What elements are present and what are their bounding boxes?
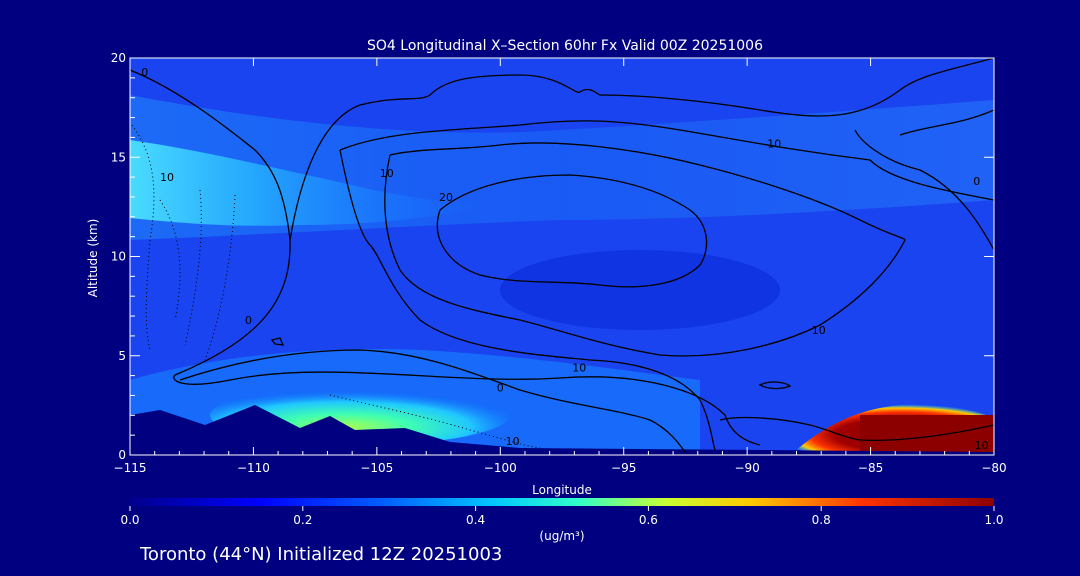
dotted-contour-4	[204, 194, 236, 361]
contour-20	[384, 142, 906, 357]
x-tick-label: −80	[981, 461, 1006, 475]
footer-text: Toronto (44°N) Initialized 12Z 20251003	[139, 544, 502, 565]
contour-10-east	[719, 416, 994, 441]
cyan-aerosol-layer	[130, 140, 480, 226]
x-tick-label: −90	[734, 461, 759, 475]
x-tick-label: −115	[114, 461, 147, 475]
x-tick-label: −100	[484, 461, 517, 475]
colorbar-tick-label: 1.0	[984, 513, 1003, 527]
x-tick-label: −110	[237, 461, 270, 475]
contour-0-top	[289, 58, 994, 241]
terrain	[130, 405, 994, 455]
surface-hotspot-core	[860, 415, 994, 455]
contour-10-outer	[339, 120, 994, 451]
dotted-contours	[131, 124, 541, 449]
dotted-contour-2	[159, 199, 181, 321]
dotted-contour-5	[329, 394, 541, 449]
contour-label: 10	[975, 439, 989, 452]
plot-area: 0 10 10 20 10 0 0 0 10 10 10 10	[130, 58, 994, 455]
y-tick-label: 0	[118, 448, 126, 462]
contour-label: 0	[497, 381, 504, 394]
contour-label: 0	[245, 314, 252, 327]
contour-small-loop	[270, 337, 792, 390]
y-axis: 0 5 10 15 20	[111, 51, 994, 462]
contour-label: 10	[812, 324, 826, 337]
x-tick-label: −85	[858, 461, 883, 475]
y-axis-label: Altitude (km)	[86, 219, 100, 298]
colorbar-tick-label: 0.4	[466, 513, 485, 527]
dark-core	[500, 250, 780, 330]
contour-label: 10	[380, 167, 394, 180]
x-tick-label: −95	[611, 461, 636, 475]
x-axis: −115 −110 −105 −100 −95 −90 −85 −80	[114, 58, 1007, 475]
contour-30	[436, 174, 708, 288]
colorbar-tick-label: 0.6	[639, 513, 658, 527]
contour-0-east	[854, 109, 994, 251]
colorbar-tick-label: 0.0	[120, 513, 139, 527]
contour-label: 10	[767, 137, 781, 150]
contour-label: 0	[973, 175, 980, 188]
chart-title: SO4 Longitudinal X–Section 60hr Fx Valid…	[367, 38, 763, 54]
contour-10-lower	[179, 349, 686, 453]
contour-lines	[130, 58, 994, 453]
y-tick-label: 5	[118, 349, 126, 363]
contour-label: 10	[506, 435, 520, 448]
colorbar-tick-label: 0.8	[812, 513, 831, 527]
colorbar-ticks: 0.0 0.2 0.4 0.6 0.8 1.0	[120, 506, 1004, 527]
contour-0-upper	[130, 69, 761, 446]
x-axis-label: Longitude	[532, 483, 592, 497]
contour-label: 20	[439, 191, 453, 204]
contour-label: 0	[141, 66, 148, 79]
y-tick-label: 10	[111, 250, 126, 264]
colorbar-unit: (ug/m³)	[539, 529, 584, 543]
contour-labels: 0 10 10 20 10 0 0 0 10 10 10 10	[141, 66, 988, 452]
contour-label: 10	[160, 171, 174, 184]
y-tick-label: 15	[111, 150, 126, 164]
colorbar-tick-label: 0.2	[293, 513, 312, 527]
contour-label: 10	[572, 362, 586, 375]
colorbar	[130, 498, 994, 506]
y-tick-label: 20	[111, 51, 126, 65]
x-tick-label: −105	[360, 461, 393, 475]
